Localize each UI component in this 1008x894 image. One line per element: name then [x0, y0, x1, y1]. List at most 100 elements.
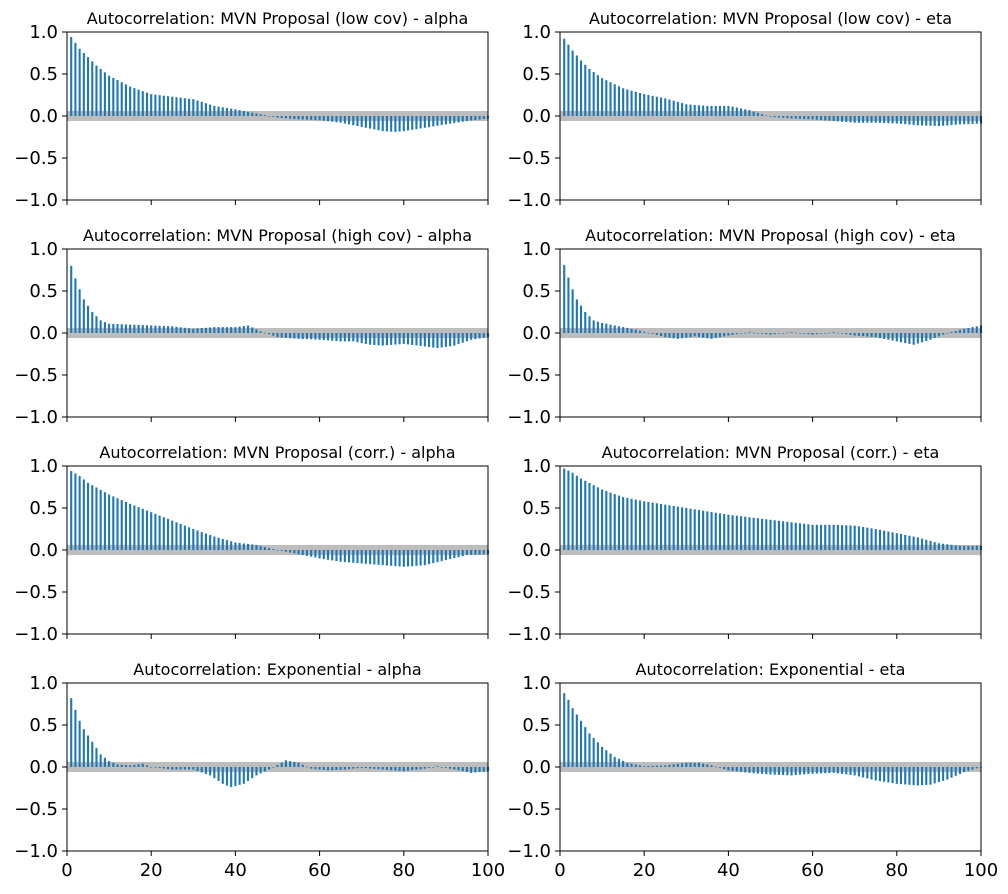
- acf-bar: [352, 767, 355, 769]
- acf-bar: [971, 767, 974, 770]
- acf-bar: [883, 333, 886, 339]
- acf-bar: [739, 516, 743, 550]
- acf-bar: [790, 522, 793, 550]
- acf-bar: [765, 115, 768, 117]
- y-tick-label: 0.0: [29, 106, 58, 127]
- acf-bar: [444, 767, 447, 768]
- acf-bar: [423, 550, 426, 566]
- acf-bar: [588, 316, 591, 333]
- acf-bar: [849, 116, 852, 123]
- acf-bar: [744, 767, 747, 773]
- acf-bar: [108, 75, 111, 116]
- acf-bar: [899, 116, 903, 124]
- acf-bar: [411, 116, 414, 130]
- acf-bar: [293, 550, 296, 554]
- acf-bar: [326, 116, 330, 122]
- acf-bar: [786, 332, 789, 334]
- acf-panel-5: Autocorrelation: MVN Proposal (corr.) - …: [14, 443, 490, 645]
- acf-bar: [866, 116, 869, 123]
- acf-bar: [942, 543, 945, 550]
- acf-bar: [891, 333, 894, 341]
- acf-bar: [706, 764, 709, 767]
- acf-bar: [617, 86, 620, 116]
- acf-bar: [419, 550, 422, 566]
- acf-bar: [769, 333, 772, 335]
- acf-bar: [836, 524, 839, 550]
- acf-bar: [465, 333, 469, 342]
- acf-bar: [470, 333, 473, 340]
- acf-bar: [714, 512, 717, 550]
- acf-bar: [394, 550, 397, 567]
- acf-bar: [213, 105, 216, 116]
- acf-bar: [234, 327, 237, 333]
- acf-bar: [786, 767, 789, 776]
- acf-bar: [723, 767, 726, 770]
- acf-panel-4: Autocorrelation: MVN Proposal (high cov)…: [507, 226, 983, 428]
- acf-bar: [832, 116, 835, 122]
- acf-bar: [411, 550, 414, 567]
- acf-bar: [356, 767, 359, 769]
- acf-bar: [942, 333, 945, 335]
- acf-bar: [803, 523, 806, 550]
- acf-bar: [310, 333, 313, 340]
- acf-bar: [74, 473, 77, 550]
- acf-bar: [238, 110, 241, 116]
- acf-bar: [584, 64, 587, 116]
- acf-bar: [449, 333, 452, 347]
- panel-title: Autocorrelation: MVN Proposal (high cov)…: [585, 226, 956, 245]
- acf-bars: [70, 265, 490, 349]
- acf-bar: [284, 333, 287, 338]
- acf-bar: [706, 105, 709, 116]
- acf-bar: [398, 767, 401, 771]
- acf-bar: [575, 475, 578, 550]
- acf-bar: [297, 116, 300, 120]
- x-tick-label: 100: [471, 860, 505, 881]
- acf-bar: [672, 505, 675, 550]
- acf-bar: [86, 57, 90, 116]
- acf-bar: [280, 550, 283, 551]
- acf-bar: [166, 518, 170, 550]
- acf-bar: [714, 766, 717, 768]
- y-tick-label: 0.0: [29, 323, 58, 344]
- acf-bar: [158, 767, 161, 769]
- acf-bar: [857, 526, 860, 550]
- acf-bar: [777, 116, 780, 118]
- acf-bar: [845, 116, 848, 123]
- acf-bar: [272, 116, 275, 117]
- acf-bar: [626, 762, 629, 767]
- y-tick-label: 0.5: [522, 64, 551, 85]
- acf-bar: [891, 116, 894, 124]
- acf-bar: [676, 506, 679, 550]
- acf-bar: [129, 765, 132, 767]
- acf-bar: [756, 112, 759, 116]
- acf-bar: [946, 116, 949, 126]
- acf-bar: [904, 116, 907, 125]
- acf-bar: [668, 505, 671, 550]
- acf-bar: [335, 333, 338, 342]
- acf-panel-1: Autocorrelation: MVN Proposal (low cov) …: [14, 9, 490, 211]
- acf-bar: [133, 764, 136, 767]
- acf-bar: [668, 333, 671, 338]
- acf-bar: [798, 116, 802, 119]
- acf-bar: [373, 767, 376, 769]
- acf-bar: [803, 116, 806, 120]
- acf-bar: [693, 104, 696, 116]
- acf-bar: [815, 333, 818, 335]
- acf-panel-3: Autocorrelation: MVN Proposal (high cov)…: [14, 226, 490, 428]
- acf-bar: [91, 61, 94, 116]
- acf-bar: [137, 764, 140, 767]
- acf-bar: [171, 520, 174, 550]
- acf-bar: [453, 116, 456, 124]
- acf-bar: [158, 325, 161, 333]
- acf-bar: [756, 767, 759, 774]
- acf-bar: [874, 116, 877, 123]
- acf-bar: [150, 767, 153, 768]
- acf-bar: [748, 110, 751, 116]
- acf-bar: [461, 550, 464, 557]
- acf-bar: [103, 492, 106, 550]
- acf-bar: [592, 320, 595, 333]
- acf-bar: [478, 116, 481, 120]
- acf-bar: [916, 333, 919, 344]
- acf-bar: [326, 767, 330, 771]
- acf-bar: [263, 546, 266, 550]
